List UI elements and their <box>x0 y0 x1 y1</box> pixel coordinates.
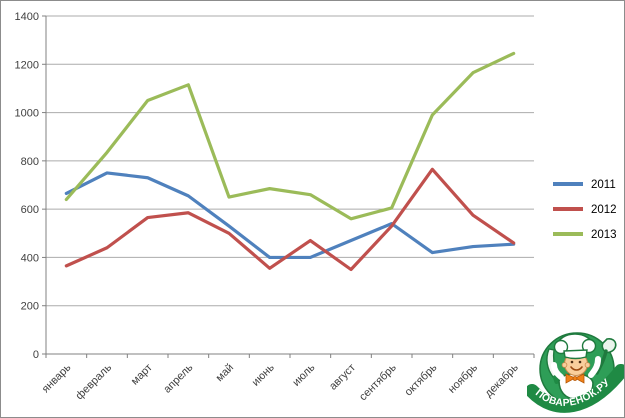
legend-label-2012: 2012 <box>591 204 617 216</box>
x-axis-label: январь <box>40 361 74 395</box>
y-axis-label: 1200 <box>15 59 39 71</box>
x-axis-label: ноябрь <box>446 361 480 395</box>
x-axis-label: октябрь <box>403 361 440 398</box>
x-axis-label: август <box>327 362 358 393</box>
series-line-2011 <box>64 171 516 260</box>
y-axis-label: 1000 <box>15 108 39 120</box>
x-axis-label: май <box>214 362 237 385</box>
legend-label-2013: 2013 <box>591 229 617 241</box>
x-axis-label: июль <box>290 361 317 388</box>
x-axis-label: сентябрь <box>357 361 399 403</box>
y-axis-label: 200 <box>21 301 39 313</box>
x-axis-label: март <box>129 362 155 388</box>
series-line-2012 <box>64 167 516 272</box>
legend-label-2011: 2011 <box>591 179 616 191</box>
x-axis-label: июнь <box>250 361 277 388</box>
povarenok-logo: ПОВАРЁНОК.РУ <box>527 332 624 417</box>
y-axis-label: 800 <box>21 156 39 168</box>
y-axis-label: 1400 <box>15 11 39 23</box>
x-axis-label: декабрь <box>483 361 521 399</box>
bow-tie-icon <box>565 373 585 384</box>
y-axis-label: 600 <box>21 204 39 216</box>
x-axis-label: апрель <box>161 361 195 395</box>
chef-hat-icon <box>553 333 597 360</box>
x-axis-label: февраль <box>74 361 115 402</box>
series-line-2013 <box>64 51 516 221</box>
y-axis-label: 400 <box>21 252 39 264</box>
ladle-icon <box>595 338 617 375</box>
y-axis-label: 0 <box>33 349 39 361</box>
